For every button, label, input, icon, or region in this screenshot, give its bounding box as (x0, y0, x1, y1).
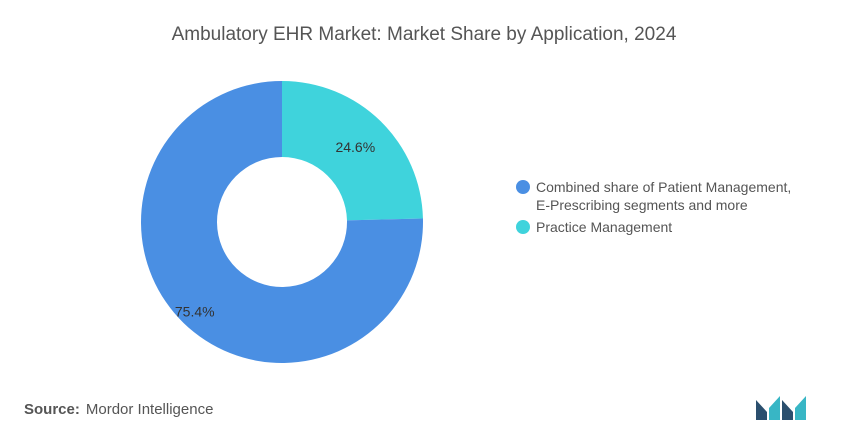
legend-item-combined-share[interactable]: Combined share of Patient Management, E-… (516, 178, 836, 214)
mordor-intelligence-logo-icon (756, 396, 806, 420)
slice-data-label: 75.4% (175, 303, 215, 319)
source-note: Source: Mordor Intelligence (24, 401, 213, 418)
source-value: Mordor Intelligence (85, 401, 214, 418)
legend-label: Practice Management (536, 219, 673, 235)
donut-slice[interactable] (141, 81, 423, 363)
chart-legend: Combined share of Patient Management, E-… (516, 178, 836, 240)
legend-swatch-icon (516, 180, 530, 194)
legend-label: Combined share of Patient Management, E-… (536, 179, 792, 213)
legend-swatch-icon (516, 220, 530, 234)
donut-slice[interactable] (282, 81, 423, 221)
slice-data-label: 24.6% (335, 139, 375, 155)
legend-item-practice-management[interactable]: Practice Management (516, 218, 836, 236)
source-label: Source: (24, 401, 80, 418)
chart-title: Ambulatory EHR Market: Market Share by A… (171, 24, 677, 45)
